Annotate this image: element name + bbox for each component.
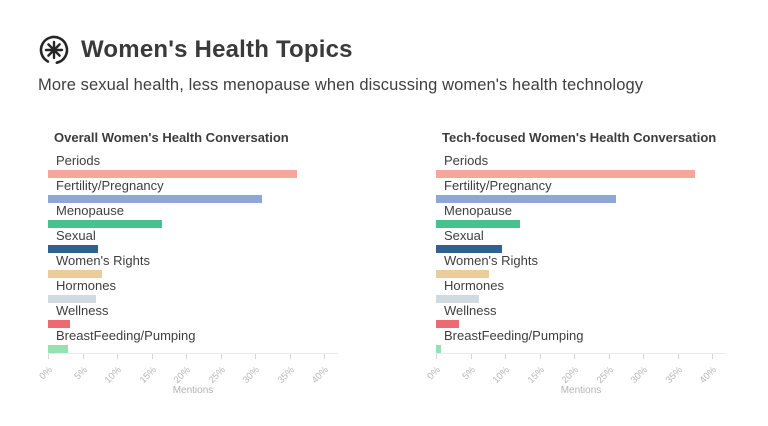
tick-label: 25% <box>206 364 228 386</box>
tick-label: 20% <box>559 364 581 386</box>
bar-row: BreastFeeding/Pumping <box>48 328 338 353</box>
bar <box>48 320 71 328</box>
category-label: Menopause <box>444 203 512 218</box>
tick-mark <box>712 354 714 359</box>
bar-row: Menopause <box>48 203 338 228</box>
tick-label: 40% <box>697 364 720 386</box>
tick-label: 25% <box>594 364 616 386</box>
tick-mark <box>574 354 576 359</box>
bar <box>48 220 162 228</box>
tick-label: 35% <box>663 364 685 386</box>
category-label: BreastFeeding/Pumping <box>56 328 196 343</box>
tick-label: 5% <box>459 364 478 383</box>
tick-mark <box>505 354 507 359</box>
tick-mark <box>324 354 326 359</box>
tick-label: 15% <box>137 364 159 386</box>
chart-tech-focused: Tech-focused Women's Health Conversation… <box>425 130 726 398</box>
tick-label: 40% <box>309 364 332 386</box>
bar-row: Women's Rights <box>48 253 338 278</box>
bar <box>48 270 102 278</box>
bar <box>436 345 441 353</box>
bar-row: Hormones <box>436 278 726 303</box>
bar-row: Hormones <box>48 278 338 303</box>
category-label: Periods <box>444 153 489 168</box>
bar-row: Sexual <box>436 228 726 253</box>
category-label: Periods <box>56 153 101 168</box>
tick-label: 30% <box>240 364 263 386</box>
bar-row: Wellness <box>48 303 338 328</box>
tick-mark <box>539 354 541 359</box>
bar-row: Women's Rights <box>436 253 726 278</box>
category-label: Fertility/Pregnancy <box>56 178 164 193</box>
asterisk-circle-logo-icon <box>39 35 69 65</box>
category-label: Menopause <box>56 203 124 218</box>
category-label: Hormones <box>444 278 504 293</box>
tick-mark <box>643 354 645 359</box>
category-label: Women's Rights <box>444 253 538 268</box>
tick-label: 5% <box>71 364 90 383</box>
chart-title: Overall Women's Health Conversation <box>54 130 289 145</box>
chart-overall: Overall Women's Health Conversation Peri… <box>37 130 338 398</box>
bar-row: Periods <box>436 153 726 178</box>
bar <box>48 170 297 178</box>
category-label: Wellness <box>56 303 109 318</box>
bar <box>436 170 695 178</box>
tick-mark <box>255 354 257 359</box>
bar <box>48 245 98 253</box>
tick-mark <box>82 354 84 359</box>
bar-row: Periods <box>48 153 338 178</box>
tick-mark <box>289 354 291 359</box>
category-label: Sexual <box>56 228 96 243</box>
x-axis: Mentions 0% 5% 10% 15% 20% 25% 30% 35% 40% <box>37 353 338 398</box>
tick-mark <box>220 354 222 359</box>
bar <box>48 345 69 353</box>
tick-mark <box>117 354 119 359</box>
bar <box>436 195 616 203</box>
tick-label: 0% <box>37 364 55 383</box>
tick-label: 10% <box>102 364 124 386</box>
bar <box>436 270 490 278</box>
category-label: Wellness <box>444 303 497 318</box>
tick-label: 15% <box>525 364 547 386</box>
chart-rows: Periods Fertility/Pregnancy Menopause Sexua… <box>436 153 726 353</box>
bar-row: Sexual <box>48 228 338 253</box>
category-label: BreastFeeding/Pumping <box>444 328 584 343</box>
category-label: Sexual <box>444 228 484 243</box>
tick-mark <box>608 354 610 359</box>
bar <box>436 295 479 303</box>
chart-title: Tech-focused Women's Health Conversation <box>442 130 717 145</box>
x-axis: Mentions 0% 5% 10% 15% 20% 25% 30% 35% 40% <box>425 353 726 398</box>
bar <box>48 295 97 303</box>
bar-row: Menopause <box>436 203 726 228</box>
tick-label: 20% <box>171 364 193 386</box>
category-label: Hormones <box>56 278 116 293</box>
axis-label: Mentions <box>560 385 602 396</box>
tick-mark <box>48 354 49 359</box>
bar <box>436 220 521 228</box>
bar-row: Fertility/Pregnancy <box>436 178 726 203</box>
bar-row: Wellness <box>436 303 726 328</box>
bar-row: BreastFeeding/Pumping <box>436 328 726 353</box>
tick-mark <box>186 354 188 359</box>
tick-label: 30% <box>628 364 651 386</box>
bar <box>436 320 460 328</box>
bar <box>436 245 503 253</box>
tick-mark <box>470 354 472 359</box>
chart-rows: Periods Fertility/Pregnancy Menopause Sexua… <box>48 153 338 353</box>
bar <box>48 195 263 203</box>
category-label: Women's Rights <box>56 253 150 268</box>
tick-label: 0% <box>425 364 443 383</box>
header: Women's Health Topics <box>38 34 353 66</box>
tick-mark <box>677 354 679 359</box>
tick-label: 10% <box>490 364 512 386</box>
category-label: Fertility/Pregnancy <box>444 178 552 193</box>
tick-mark <box>151 354 153 359</box>
bar-row: Fertility/Pregnancy <box>48 178 338 203</box>
subtitle: More sexual health, less menopause when … <box>38 76 644 94</box>
tick-mark <box>436 354 437 359</box>
axis-label: Mentions <box>172 385 214 396</box>
tick-label: 35% <box>275 364 297 386</box>
page-title: Women's Health Topics <box>81 36 353 63</box>
